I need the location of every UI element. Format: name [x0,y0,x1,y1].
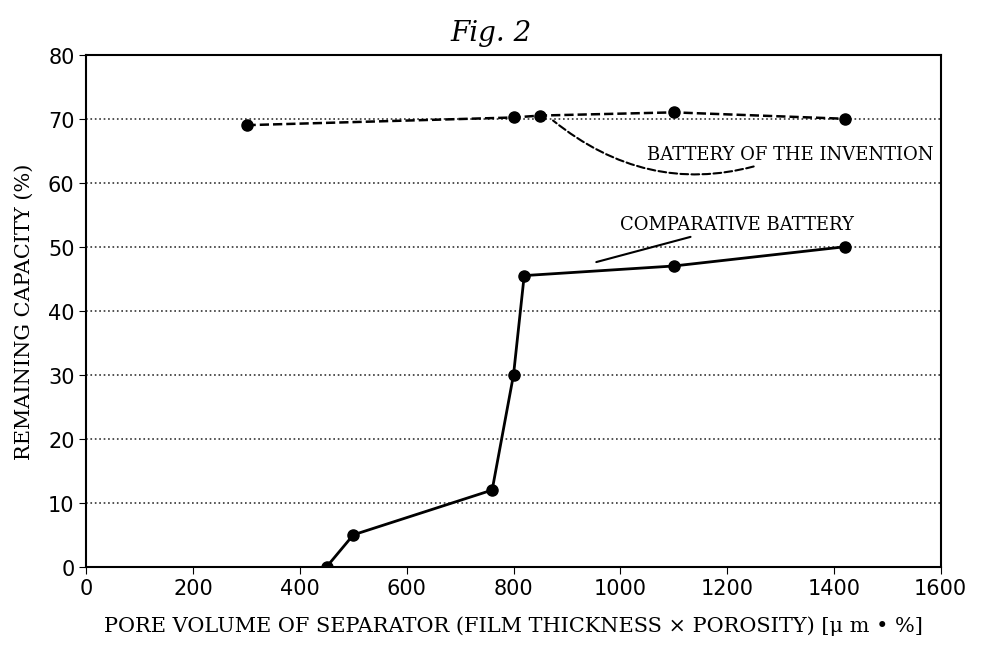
X-axis label: PORE VOLUME OF SEPARATOR (FILM THICKNESS × POROSITY) [μ m • %]: PORE VOLUME OF SEPARATOR (FILM THICKNESS… [104,616,923,635]
Y-axis label: REMAINING CAPACITY (%): REMAINING CAPACITY (%) [15,163,34,459]
Text: COMPARATIVE BATTERY: COMPARATIVE BATTERY [596,216,854,263]
Text: BATTERY OF THE INVENTION: BATTERY OF THE INVENTION [553,121,933,175]
Text: Fig. 2: Fig. 2 [451,20,531,46]
